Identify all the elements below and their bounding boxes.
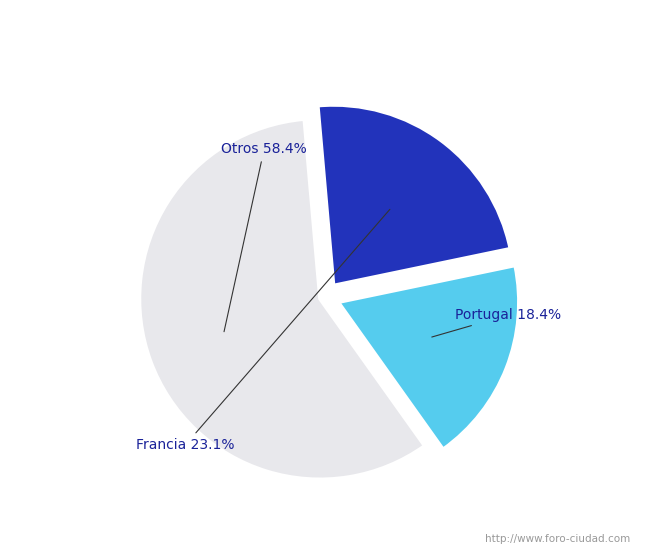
Wedge shape — [339, 266, 519, 449]
Text: Sasamón - Turistas extranjeros según país - Octubre de 2024: Sasamón - Turistas extranjeros según paí… — [72, 20, 578, 38]
Text: Otros 58.4%: Otros 58.4% — [221, 142, 307, 332]
Text: Portugal 18.4%: Portugal 18.4% — [432, 308, 561, 337]
Wedge shape — [318, 105, 510, 285]
Text: Francia 23.1%: Francia 23.1% — [136, 210, 390, 452]
Text: http://www.foro-ciudad.com: http://www.foro-ciudad.com — [486, 535, 630, 544]
Wedge shape — [140, 119, 424, 479]
